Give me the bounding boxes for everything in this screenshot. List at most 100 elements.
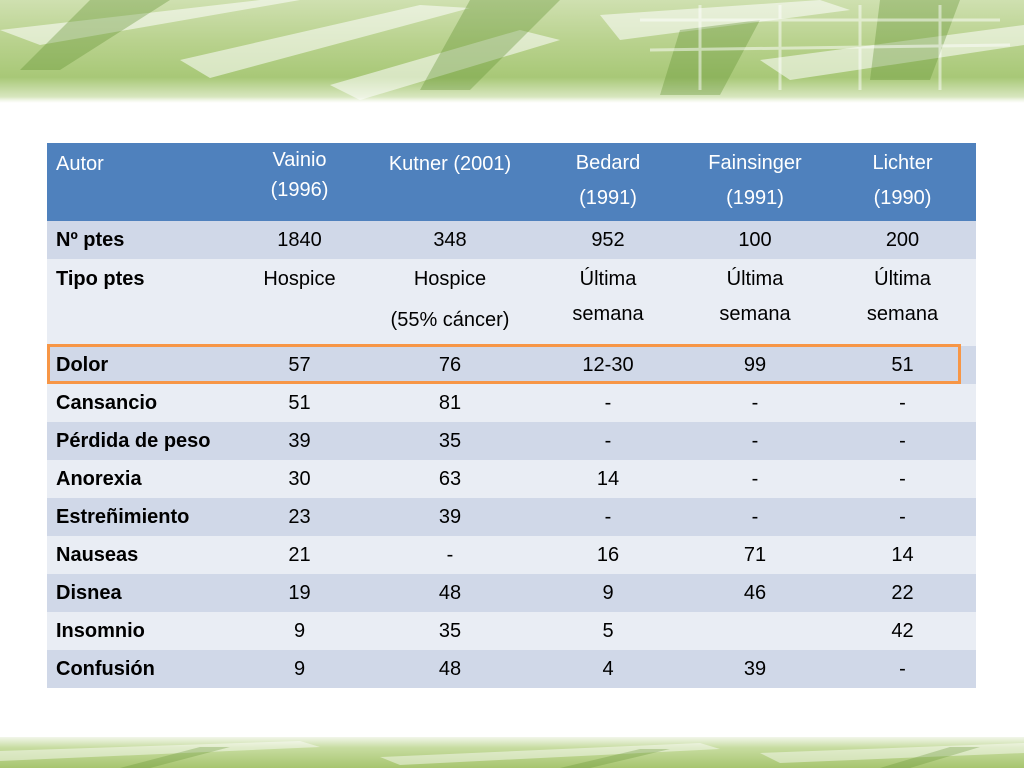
table-cell: - [681, 460, 829, 498]
table-cell: - [829, 650, 976, 688]
table-cell: 4 [535, 650, 681, 688]
table-cell: - [365, 536, 535, 574]
table-cell: 81 [365, 384, 535, 422]
table-cell: 9 [234, 650, 365, 688]
table-row: Insomnio 9 35 5 42 [47, 612, 976, 650]
header-text: (1996) [270, 179, 329, 201]
table-cell: 952 [535, 221, 681, 259]
table-cell: 9 [234, 612, 365, 650]
table-row: Anorexia 30 63 14 - - [47, 460, 976, 498]
table-cell: 57 [234, 346, 365, 384]
header-cell-autor: Autor [47, 143, 234, 221]
table-header-row: Autor Vainio (1996) Kutner (2001) Bedard… [47, 143, 976, 221]
top-banner-image [0, 0, 1024, 103]
table-cell: 1840 [234, 221, 365, 259]
bottom-banner-image [0, 737, 1024, 768]
header-text: Fainsinger [708, 152, 802, 174]
table-cell: 48 [365, 574, 535, 612]
cell-line: Última [874, 268, 931, 290]
table-cell: - [681, 498, 829, 536]
table-cell: 5 [535, 612, 681, 650]
header-text: (1991) [579, 187, 637, 209]
row-label-text: Tipo ptes [56, 268, 145, 290]
row-label: Nauseas [47, 536, 234, 574]
header-text: Vainio [272, 149, 327, 171]
header-text: Bedard [575, 152, 641, 174]
table-cell: - [829, 384, 976, 422]
table-cell [681, 612, 829, 650]
row-label: Insomnio [47, 612, 234, 650]
table-row-highlighted: Dolor 57 76 12-30 99 51 [47, 346, 976, 384]
cell-line: semana [719, 303, 791, 325]
cell-line: semana [866, 303, 939, 325]
table-cell: 39 [681, 650, 829, 688]
table-cell: - [535, 498, 681, 536]
header-cell-fainsinger: Fainsinger (1991) [681, 143, 829, 221]
table-cell: Última semana [681, 259, 829, 346]
table-cell: 35 [365, 612, 535, 650]
table-cell: 9 [535, 574, 681, 612]
row-label: Disnea [47, 574, 234, 612]
table-row: Pérdida de peso 39 35 - - - [47, 422, 976, 460]
table-cell: 76 [365, 346, 535, 384]
table-cell: - [535, 384, 681, 422]
header-cell-lichter: Lichter (1990) [829, 143, 976, 221]
table-cell: 14 [535, 460, 681, 498]
header-cell-vainio: Vainio (1996) [234, 143, 365, 221]
table-row: Disnea 19 48 9 46 22 [47, 574, 976, 612]
row-label: Estreñimiento [47, 498, 234, 536]
header-cell-kutner: Kutner (2001) [365, 143, 535, 221]
row-label: Anorexia [47, 460, 234, 498]
cell-line: semana [572, 303, 644, 325]
table-cell: 48 [365, 650, 535, 688]
table-cell: 99 [681, 346, 829, 384]
table-cell: - [535, 422, 681, 460]
table-cell: 39 [234, 422, 365, 460]
row-label: Cansancio [47, 384, 234, 422]
row-label: Dolor [47, 346, 234, 384]
header-text: (1990) [873, 187, 932, 209]
cell-line: Última [726, 268, 784, 290]
header-text: Lichter [872, 152, 933, 174]
table-cell: 35 [365, 422, 535, 460]
table-cell: 348 [365, 221, 535, 259]
row-label: Nº ptes [47, 221, 234, 259]
table-cell: Última semana [535, 259, 681, 346]
table-cell: 19 [234, 574, 365, 612]
table-cell: 23 [234, 498, 365, 536]
table-cell: Última semana [829, 259, 976, 346]
cell-line: Hospice [263, 268, 336, 290]
table-cell: 100 [681, 221, 829, 259]
table-row: Tipo ptes Hospice Hospice (55% cáncer) Ú… [47, 259, 976, 346]
symptoms-table: Autor Vainio (1996) Kutner (2001) Bedard… [47, 143, 976, 688]
table-cell: - [829, 460, 976, 498]
header-text: Kutner (2001) [388, 153, 512, 175]
cell-line: Última [579, 268, 637, 290]
data-table-container: Autor Vainio (1996) Kutner (2001) Bedard… [47, 143, 976, 692]
table-cell: Hospice [234, 259, 365, 346]
table-cell: - [829, 498, 976, 536]
table-cell: - [829, 422, 976, 460]
table-row: Cansancio 51 81 - - - [47, 384, 976, 422]
row-label: Confusión [47, 650, 234, 688]
table-cell: 71 [681, 536, 829, 574]
table-cell: 39 [365, 498, 535, 536]
table-cell: 22 [829, 574, 976, 612]
header-text: Autor [56, 153, 104, 175]
header-text: (1991) [726, 187, 784, 209]
table-cell: 12-30 [535, 346, 681, 384]
header-cell-bedard: Bedard (1991) [535, 143, 681, 221]
table-cell: 51 [234, 384, 365, 422]
table-row: Nauseas 21 - 16 71 14 [47, 536, 976, 574]
table-row: Estreñimiento 23 39 - - - [47, 498, 976, 536]
table-cell: 63 [365, 460, 535, 498]
table-cell: 14 [829, 536, 976, 574]
table-cell: 200 [829, 221, 976, 259]
table-cell: 42 [829, 612, 976, 650]
cell-line: Hospice [413, 268, 487, 290]
table-cell: 30 [234, 460, 365, 498]
table-cell: 21 [234, 536, 365, 574]
table-cell: 16 [535, 536, 681, 574]
table-cell: 46 [681, 574, 829, 612]
table-cell: - [681, 422, 829, 460]
